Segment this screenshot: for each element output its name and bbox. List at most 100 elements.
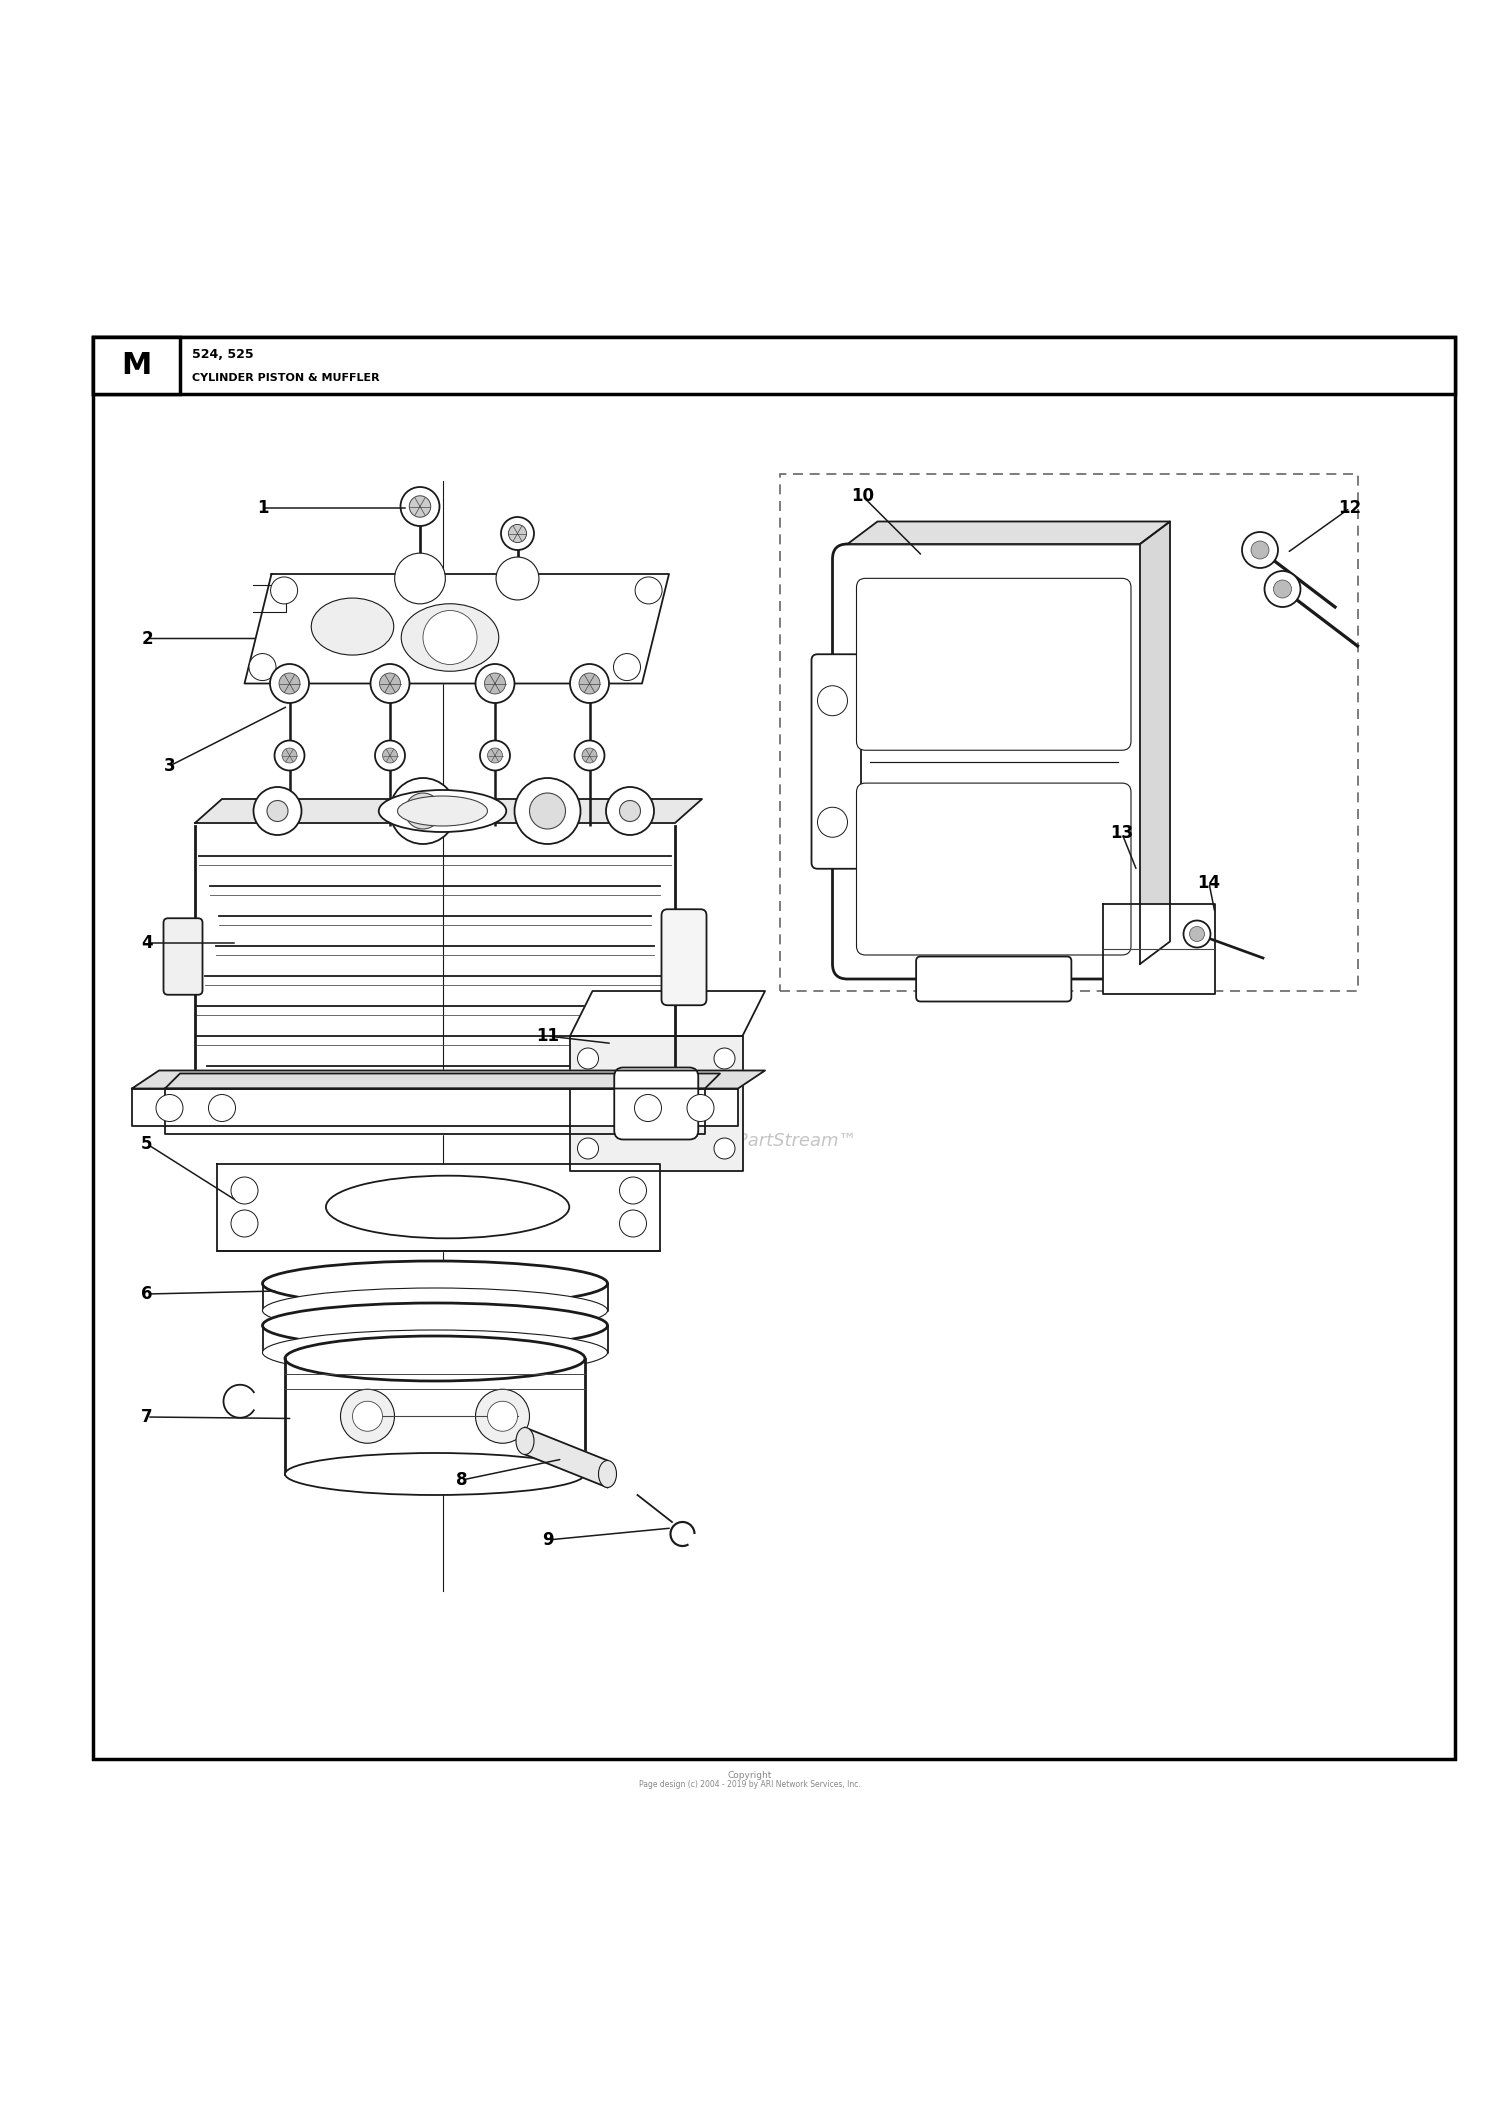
Circle shape [231,1177,258,1204]
Circle shape [340,1389,394,1444]
FancyBboxPatch shape [856,784,1131,954]
FancyBboxPatch shape [916,956,1071,1001]
FancyBboxPatch shape [615,1068,698,1139]
Circle shape [400,488,439,526]
Circle shape [714,1049,735,1070]
Polygon shape [847,521,1170,544]
Text: 7: 7 [141,1408,153,1425]
Circle shape [578,1137,598,1158]
FancyBboxPatch shape [164,919,202,994]
Circle shape [480,740,510,771]
Circle shape [606,786,654,834]
Circle shape [484,673,506,694]
Ellipse shape [516,1427,534,1455]
Circle shape [620,1177,646,1204]
Circle shape [423,610,477,664]
Text: 9: 9 [542,1530,554,1549]
Ellipse shape [326,1175,570,1238]
Circle shape [209,1095,236,1122]
Circle shape [231,1211,258,1236]
Polygon shape [244,574,669,683]
Ellipse shape [312,599,393,656]
Polygon shape [1102,904,1215,994]
FancyBboxPatch shape [833,544,1155,980]
Text: 14: 14 [1197,874,1221,891]
Text: 13: 13 [1110,824,1134,843]
Circle shape [570,664,609,702]
Circle shape [405,792,441,828]
Ellipse shape [398,797,488,826]
Circle shape [1274,580,1292,597]
Polygon shape [570,1036,742,1171]
Circle shape [579,673,600,694]
Circle shape [620,1211,646,1236]
Ellipse shape [262,1331,608,1375]
Polygon shape [132,1070,765,1089]
Circle shape [620,801,640,822]
FancyBboxPatch shape [812,654,861,868]
Ellipse shape [285,1452,585,1495]
Polygon shape [165,1089,705,1133]
Circle shape [254,786,302,834]
FancyBboxPatch shape [662,910,706,1005]
Circle shape [382,748,398,763]
Polygon shape [285,1358,585,1474]
Circle shape [279,673,300,694]
Text: 10: 10 [850,488,874,504]
Circle shape [375,740,405,771]
Circle shape [818,685,848,717]
Circle shape [514,778,580,845]
Ellipse shape [262,1303,608,1347]
Circle shape [614,654,640,681]
Circle shape [634,576,662,603]
Polygon shape [262,1326,608,1352]
Circle shape [1190,927,1204,942]
Ellipse shape [598,1461,616,1488]
Text: 6: 6 [141,1284,153,1303]
Ellipse shape [262,1289,608,1333]
Circle shape [496,557,538,599]
Circle shape [394,553,445,603]
Circle shape [1264,572,1300,607]
Ellipse shape [402,603,498,671]
Bar [93,336,1455,393]
Polygon shape [570,990,765,1036]
Circle shape [1184,921,1210,948]
Circle shape [687,1095,714,1122]
Polygon shape [165,1074,720,1089]
Text: Page design (c) 2004 - 2019 by ARI Network Services, Inc.: Page design (c) 2004 - 2019 by ARI Netwo… [639,1780,861,1789]
Circle shape [270,576,297,603]
Circle shape [1251,540,1269,559]
Circle shape [476,1389,530,1444]
Circle shape [352,1402,382,1431]
FancyBboxPatch shape [856,578,1131,750]
Polygon shape [1140,521,1170,965]
Circle shape [380,673,400,694]
Circle shape [249,654,276,681]
Text: 2: 2 [141,628,153,647]
Circle shape [156,1095,183,1122]
Bar [93,336,180,393]
Circle shape [509,523,526,542]
Circle shape [578,1049,598,1070]
Polygon shape [262,1284,608,1310]
Circle shape [274,740,304,771]
Text: M: M [122,351,152,380]
Circle shape [582,748,597,763]
Circle shape [476,664,514,702]
Circle shape [270,664,309,702]
Text: Copyright: Copyright [728,1772,772,1780]
Circle shape [501,517,534,551]
Circle shape [530,792,566,828]
Circle shape [714,1137,735,1158]
Ellipse shape [262,1261,608,1305]
Text: 11: 11 [536,1028,560,1045]
Text: 3: 3 [164,757,176,776]
Circle shape [410,496,430,517]
Polygon shape [132,1089,738,1127]
Circle shape [1242,532,1278,568]
Circle shape [488,1402,518,1431]
Polygon shape [195,799,702,824]
Circle shape [267,801,288,822]
Text: 5: 5 [141,1135,153,1154]
